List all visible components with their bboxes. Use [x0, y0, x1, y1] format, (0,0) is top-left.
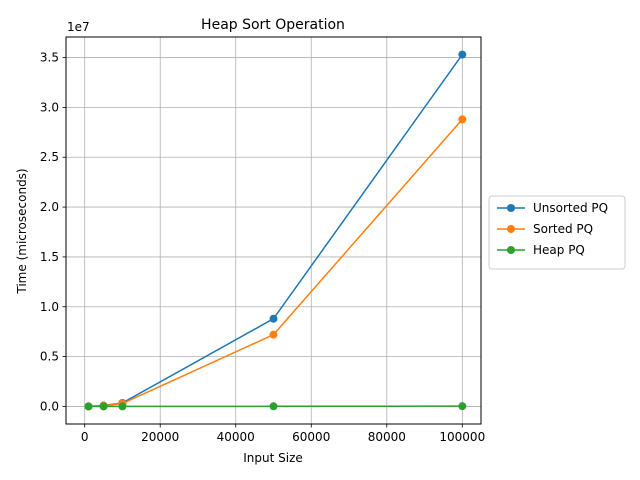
data-point: [269, 402, 278, 411]
data-point: [458, 50, 467, 59]
chart-title: Heap Sort Operation: [201, 17, 345, 33]
y-tick-label: 0.0: [40, 399, 59, 413]
legend: Unsorted PQ Sorted PQ Heap PQ: [488, 195, 626, 270]
y-axis-offset-label: 1e7: [67, 20, 90, 34]
x-tick-label: 20000: [141, 430, 179, 444]
x-axis-label: Input Size: [243, 451, 303, 465]
x-tick-label: 100000: [439, 430, 485, 444]
grid: [66, 37, 481, 424]
legend-entry: Heap PQ: [497, 243, 585, 257]
plot-area: [65, 36, 482, 425]
legend-entry: Unsorted PQ: [497, 201, 608, 215]
legend-marker: [507, 204, 515, 212]
data-point: [269, 330, 278, 339]
legend-label: Heap PQ: [533, 243, 585, 257]
legend-label: Sorted PQ: [533, 222, 593, 236]
plot-frame: [65, 36, 482, 425]
y-tick-label: 3.5: [40, 51, 59, 65]
data-point: [118, 402, 127, 411]
legend-entry: Sorted PQ: [497, 222, 593, 236]
data-point: [84, 402, 93, 411]
data-point: [458, 402, 467, 411]
legend-marker: [507, 246, 515, 254]
x-axis-ticks: 0 20000 40000 60000 80000 100000: [81, 424, 485, 444]
y-tick-label: 1.5: [40, 250, 59, 264]
legend-label: Unsorted PQ: [533, 201, 608, 215]
x-tick-label: 40000: [217, 430, 255, 444]
y-tick-label: 0.5: [40, 350, 59, 364]
series-layer: [84, 50, 467, 411]
legend-marker: [507, 225, 515, 233]
y-tick-label: 2.5: [40, 150, 59, 164]
data-point: [269, 314, 278, 323]
y-axis-ticks: 0.0 0.5 1.0 1.5 2.0 2.5 3.0 3.5: [40, 51, 66, 413]
data-point: [99, 402, 108, 411]
y-tick-label: 3.0: [40, 100, 59, 114]
series-heap-pq: [84, 402, 467, 411]
x-tick-label: 80000: [368, 430, 406, 444]
y-axis-label: Time (microseconds): [15, 168, 29, 294]
x-tick-label: 0: [81, 430, 89, 444]
y-tick-label: 2.0: [40, 200, 59, 214]
y-tick-label: 1.0: [40, 300, 59, 314]
data-point: [458, 115, 467, 124]
plot-background: [66, 37, 481, 424]
x-tick-label: 60000: [292, 430, 330, 444]
